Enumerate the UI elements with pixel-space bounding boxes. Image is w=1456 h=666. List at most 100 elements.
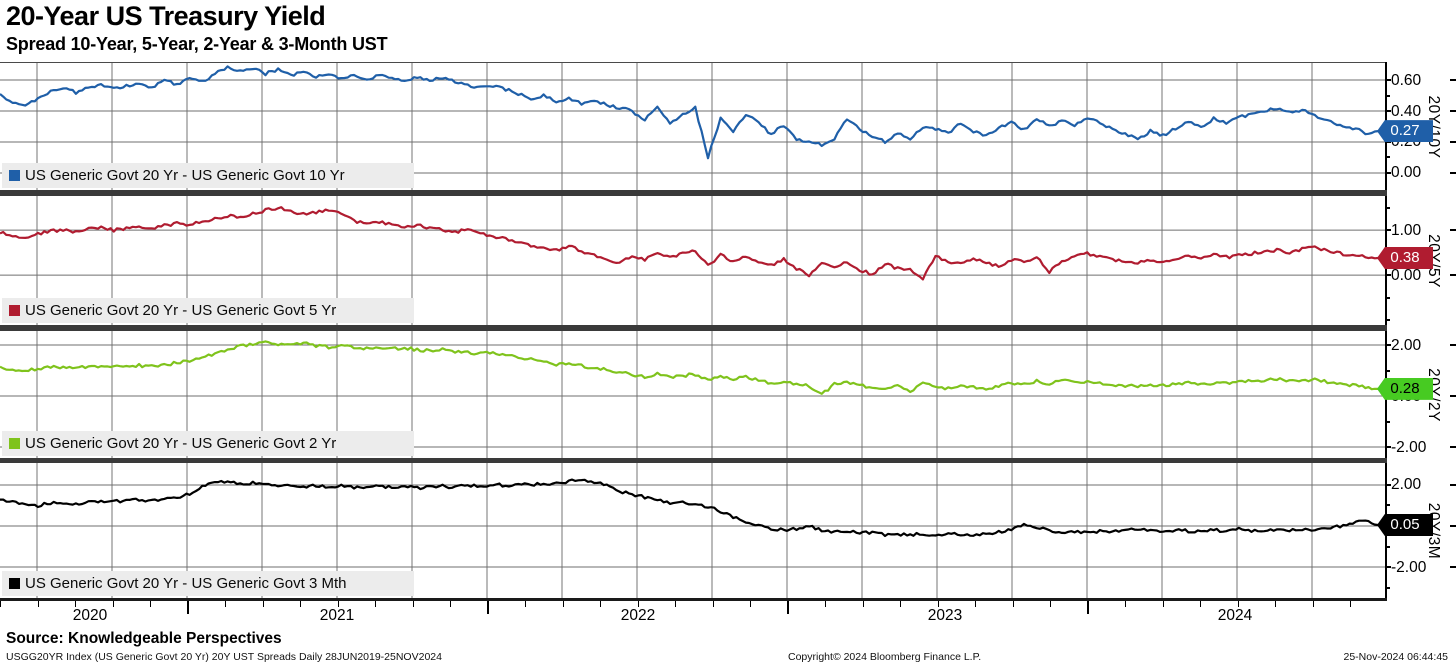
y-axis-minor-tick (1385, 156, 1390, 159)
last-value-badge: 0.27 (1377, 120, 1433, 143)
series-line-20y-2y (0, 340, 1379, 395)
panel-separator (0, 458, 1387, 463)
x-axis-minor-tick (262, 601, 264, 607)
x-axis-minor-tick (75, 601, 76, 607)
panel-separator (0, 190, 1387, 196)
x-axis-minor-tick (600, 601, 601, 607)
y-axis-label: -2.00 (1391, 558, 1427, 576)
x-axis-minor-tick (1312, 601, 1314, 607)
x-axis-year-tick (787, 601, 789, 614)
x-axis-minor-tick (637, 601, 639, 607)
y-axis-tick (1385, 229, 1391, 232)
y-axis-label: 0.60 (1391, 71, 1422, 89)
y-axis-minor-tick (1385, 206, 1390, 209)
y-axis-label: 1.00 (1391, 221, 1422, 239)
source-value: Knowledgeable Perspectives (68, 630, 282, 647)
chart-top-border (0, 62, 1387, 63)
source-label: Source: (6, 630, 64, 647)
x-axis-year-tick (1087, 601, 1089, 614)
panel-3-plot (0, 331, 1385, 458)
frame-edge-tick (1450, 274, 1456, 277)
x-axis-minor-tick (112, 601, 114, 607)
legend-swatch (9, 170, 20, 181)
x-axis-minor-tick (375, 601, 376, 607)
x-axis-minor-tick (300, 601, 301, 607)
copyright-notice: Copyright© 2024 Bloomberg Finance L.P. (788, 651, 982, 663)
frame-edge-tick (1450, 110, 1456, 112)
right-axis-line (1385, 62, 1387, 601)
x-axis-minor-tick (712, 601, 714, 607)
frame-edge-tick (1450, 229, 1456, 232)
timestamp: 25-Nov-2024 06:44:45 (1343, 651, 1449, 663)
x-axis-minor-tick (1200, 601, 1201, 607)
last-value-badge: 0.38 (1377, 247, 1433, 270)
page-subtitle: Spread 10-Year, 5-Year, 2-Year & 3-Month… (6, 34, 388, 54)
x-axis-minor-tick (150, 601, 151, 607)
legend-swatch (9, 305, 20, 316)
x-axis-minor-tick (825, 601, 826, 607)
x-axis-minor-tick (862, 601, 864, 607)
y-axis-label: -2.00 (1391, 438, 1427, 456)
frame-edge-tick (1450, 140, 1456, 143)
panel-separator (0, 325, 1387, 331)
frame-edge-tick (1450, 395, 1456, 398)
y-axis-label: 0.40 (1391, 102, 1422, 120)
x-axis-year-label: 2023 (927, 607, 963, 624)
y-axis-tick (1385, 79, 1391, 82)
x-axis-minor-tick (1237, 601, 1239, 607)
x-axis-year-label: 2022 (620, 607, 656, 624)
y-axis-minor-tick (1385, 420, 1390, 423)
x-axis-minor-tick (1012, 601, 1014, 607)
y-axis-minor-tick (1385, 586, 1390, 589)
x-axis-minor-tick (412, 601, 414, 607)
x-axis-minor-tick (750, 601, 751, 607)
x-axis-minor-tick (675, 601, 676, 607)
series-line-20y-3m (0, 478, 1379, 538)
legend-label: US Generic Govt 20 Yr - US Generic Govt … (25, 435, 337, 452)
last-value-badge: 0.05 (1377, 513, 1433, 536)
y-axis-minor-tick (1385, 545, 1390, 548)
y-axis-minor-tick (1385, 504, 1390, 507)
y-axis-label: 2.00 (1391, 336, 1422, 354)
frame-edge-tick (1450, 524, 1456, 527)
series-line-20y-5y (0, 206, 1379, 281)
panel-4-plot (0, 463, 1385, 598)
frame-edge-tick (1450, 483, 1456, 486)
x-axis-minor-tick (937, 601, 939, 607)
x-axis-year-label: 2021 (319, 607, 355, 624)
y-axis-tick (1385, 446, 1391, 449)
x-axis-minor-tick (1350, 601, 1351, 607)
y-axis-tick (1385, 344, 1391, 347)
y-axis-label: 2.00 (1391, 476, 1422, 494)
x-axis-line (0, 598, 1387, 601)
panel-legend: US Generic Govt 20 Yr - US Generic Govt … (2, 571, 414, 596)
y-axis-minor-tick (1385, 94, 1390, 97)
x-axis-minor-tick (1125, 601, 1126, 607)
x-axis-year-label: 2020 (72, 607, 108, 624)
panel-legend: US Generic Govt 20 Yr - US Generic Govt … (2, 431, 414, 456)
y-axis-minor-tick (1385, 369, 1390, 372)
x-axis-minor-tick (562, 601, 564, 607)
source-line: Source: Knowledgeable Perspectives (6, 630, 282, 648)
y-axis-tick (1385, 171, 1391, 174)
frame-edge-tick (1450, 446, 1456, 449)
y-axis-tick (1385, 483, 1391, 486)
legend-label: US Generic Govt 20 Yr - US Generic Govt … (25, 167, 345, 184)
legend-swatch (9, 578, 20, 589)
y-axis-tick (1385, 274, 1391, 277)
panel-legend: US Generic Govt 20 Yr - US Generic Govt … (2, 298, 414, 323)
panel-legend: US Generic Govt 20 Yr - US Generic Govt … (2, 163, 414, 188)
y-axis-tick (1385, 110, 1391, 112)
x-axis-minor-tick (525, 601, 526, 607)
frame-edge-tick (1450, 566, 1456, 569)
y-axis-minor-tick (1385, 319, 1390, 322)
x-axis-minor-tick (975, 601, 976, 607)
y-axis-tick (1385, 566, 1391, 569)
x-axis-minor-tick (37, 601, 39, 607)
x-axis-minor-tick (1275, 601, 1276, 607)
frame-edge-tick (1450, 79, 1456, 82)
legend-swatch (9, 438, 20, 449)
x-axis-minor-tick (225, 601, 226, 607)
